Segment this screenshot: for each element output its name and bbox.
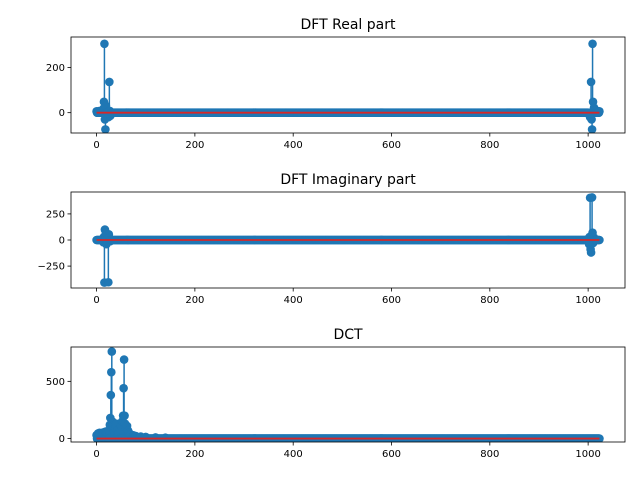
y-tick-label: −250 [38, 262, 65, 273]
x-tick-label: 1000 [575, 140, 600, 151]
stem-marker [107, 347, 117, 356]
y-tick-label: 0 [59, 434, 65, 445]
stem-marker [104, 277, 113, 287]
data-layer [92, 193, 604, 287]
x-tick-label: 1000 [575, 449, 600, 460]
stem-marker [107, 367, 116, 377]
y-tick-label: 200 [46, 63, 65, 74]
subplot-title: DFT Imaginary part [280, 172, 416, 188]
x-tick-label: 200 [185, 295, 204, 306]
x-tick-label: 600 [382, 449, 401, 460]
y-tick-label: 500 [46, 377, 65, 388]
x-tick-label: 1000 [575, 295, 600, 306]
axes-frame [70, 346, 626, 443]
stem-marker [119, 383, 128, 393]
y-tick-label: 0 [59, 236, 65, 247]
x-tick-label: 600 [382, 140, 401, 151]
stem-marker [120, 411, 129, 420]
data-layer [92, 39, 604, 133]
stem-marker [588, 39, 597, 49]
stem-marker [105, 77, 114, 87]
subplot-2: DFT Imaginary part 0 200 400 600 800 1000 −250 0… [38, 172, 626, 306]
x-tick-label: 800 [480, 295, 499, 306]
x-tick-label: 400 [284, 140, 303, 151]
stem-marker [101, 125, 110, 133]
stem-marker [100, 39, 109, 49]
stem-marker [586, 248, 596, 257]
x-tick-label: 0 [93, 140, 99, 151]
subplot-3: DCT 0 200 400 600 800 1000 0 500 [46, 327, 626, 460]
stem-marker [119, 355, 129, 364]
stem-marker [586, 77, 596, 87]
x-tick-label: 800 [480, 449, 499, 460]
subplot-1: DFT Real part 0 200 400 600 800 1000 0 200 [46, 17, 626, 151]
x-tick-label: 0 [93, 295, 99, 306]
stem-marker [595, 107, 604, 116]
y-tick-label: 0 [59, 108, 65, 119]
x-tick-label: 600 [382, 295, 401, 306]
stem-marker [106, 390, 116, 400]
x-tick-label: 400 [284, 295, 303, 306]
x-tick-label: 400 [284, 449, 303, 460]
x-tick-label: 0 [93, 449, 99, 460]
x-tick-label: 200 [185, 140, 204, 151]
axes-frame [70, 36, 626, 134]
stem-marker [587, 115, 596, 124]
subplot-title: DFT Real part [301, 17, 396, 33]
x-tick-label: 200 [185, 449, 204, 460]
stem-marker [587, 193, 597, 202]
stem-marker [587, 125, 597, 133]
data-layer [92, 347, 604, 442]
y-tick-label: 250 [46, 209, 65, 220]
subplot-title: DCT [333, 327, 363, 343]
x-tick-label: 800 [480, 140, 499, 151]
